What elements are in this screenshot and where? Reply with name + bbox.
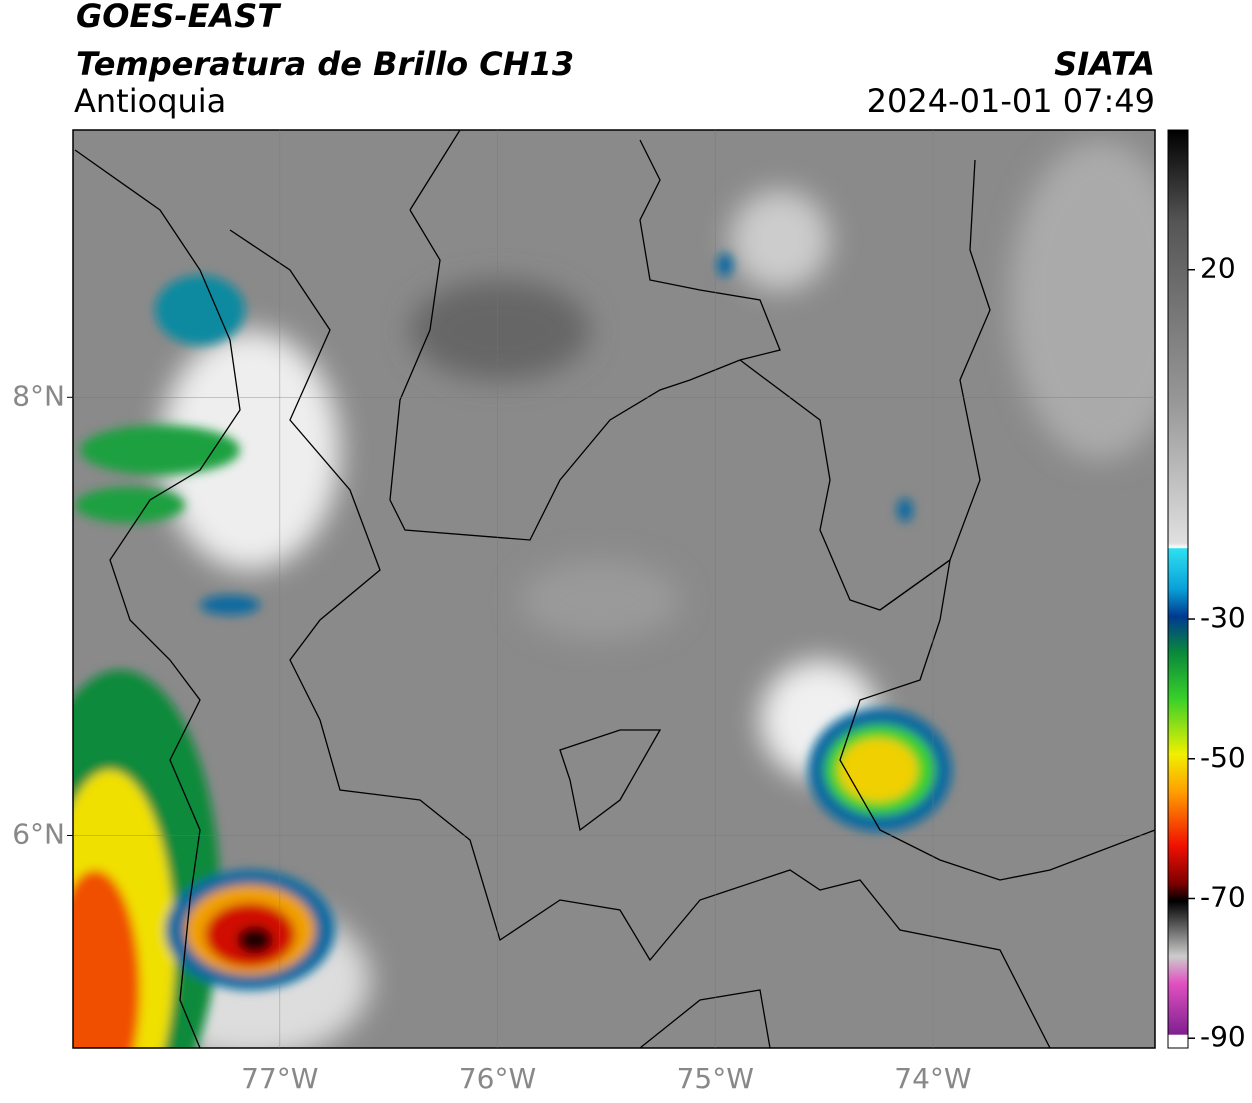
x-tick-label: 77°W [241,1062,318,1095]
x-tick-label: 76°W [459,1062,536,1095]
source: SIATA [1054,45,1155,83]
colorbar-tick-label: 20 [1200,252,1236,285]
y-tick-label: 8°N [12,379,65,412]
colorbar-tick-label: -50 [1200,741,1246,774]
region: Antioquia [74,82,226,120]
satellite-image [73,130,1155,1048]
colorbar-tick-label: -90 [1200,1020,1246,1053]
datetime: 2024-01-01 07:49 [867,82,1155,120]
title: GOES-EAST [76,0,281,35]
x-tick-label: 75°W [677,1062,754,1095]
map-frame [72,129,1156,1049]
subtitle: Temperatura de Brillo CH13 [76,45,574,83]
y-tick-label: 6°N [12,817,65,850]
x-tick-label: 74°W [894,1062,971,1095]
colorbar-tick-label: -70 [1200,880,1246,913]
colorbar-tick-label: -30 [1200,601,1246,634]
colorbar [1167,129,1189,1049]
